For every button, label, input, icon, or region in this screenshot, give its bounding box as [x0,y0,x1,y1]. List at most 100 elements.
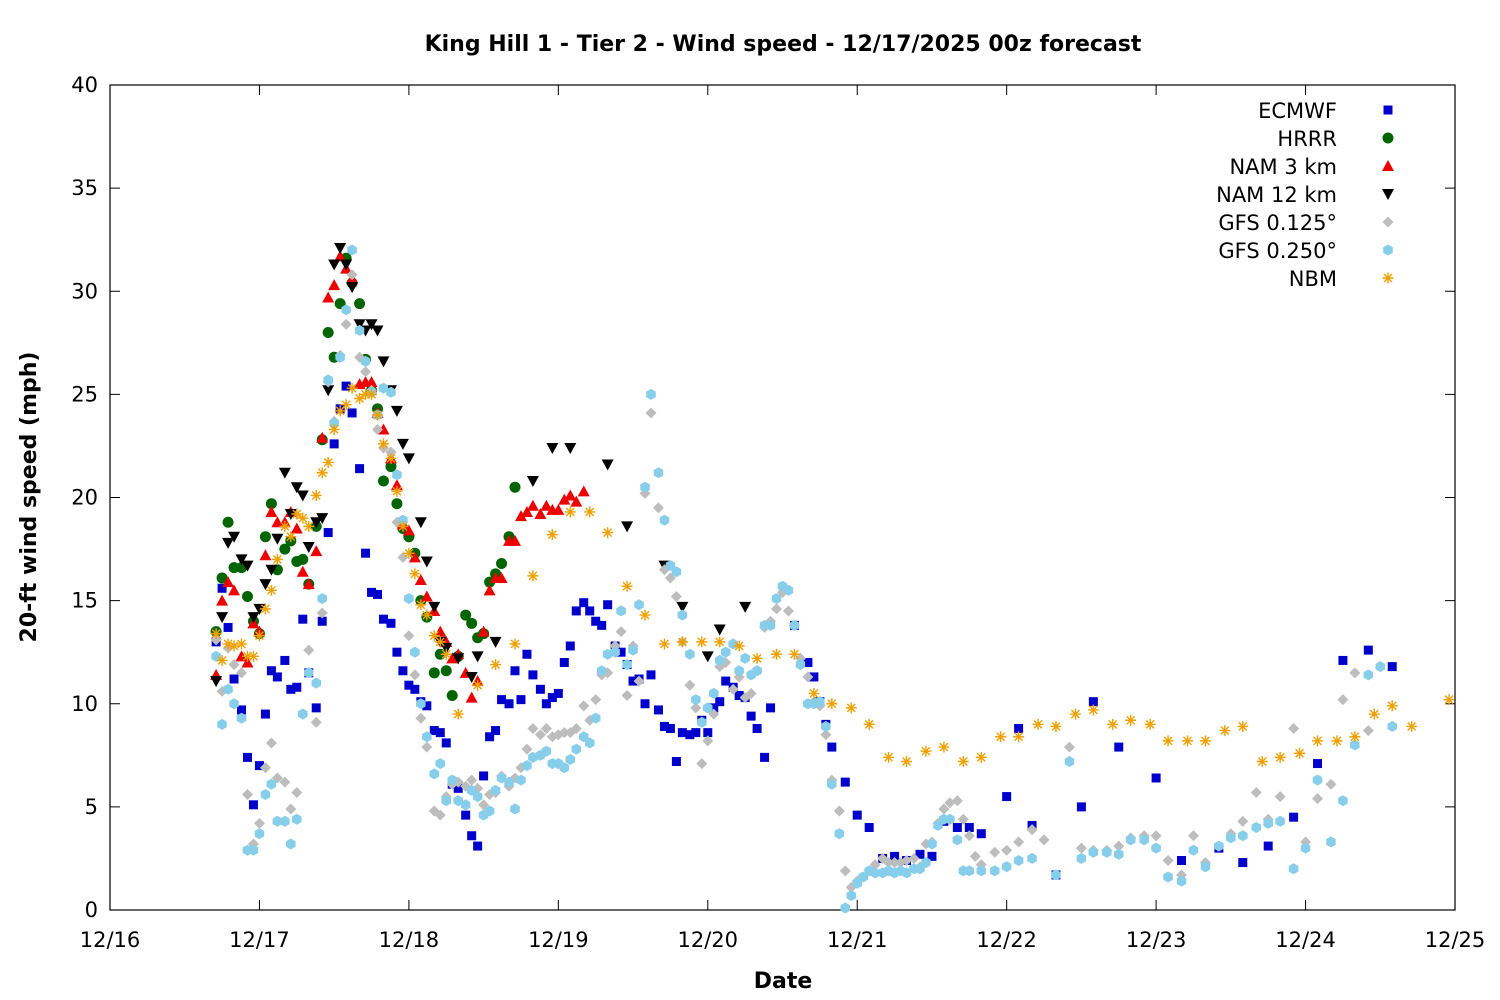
data-point-nam-12-km [353,319,366,331]
y-tick-label: 0 [85,898,98,922]
data-point-nam-3-km [265,505,278,517]
data-point-nbm [377,438,389,450]
data-point-ecmwf [429,726,439,736]
data-point-ecmwf [485,732,495,742]
data-point-nam-3-km [420,590,433,602]
data-point-gfs-0-250 [1013,855,1024,866]
data-point-nam-3-km [534,508,547,519]
data-point-gfs-0-125 [820,729,832,741]
data-point-gfs-0-125 [782,605,794,617]
data-point-ecmwf [404,680,414,690]
data-point-ecmwf [616,647,626,657]
data-point-gfs-0-250 [398,514,408,526]
data-point-ecmwf [373,589,383,599]
data-point-gfs-0-250 [590,712,601,724]
data-point-ecmwf [760,752,770,762]
data-point-gfs-0-250 [254,828,265,840]
data-point-gfs-0-250 [677,609,688,621]
data-point-gfs-0-125 [684,679,696,691]
data-point-gfs-0-125 [745,687,757,699]
data-point-nbm [1331,735,1343,747]
data-point-nam-3-km [216,594,229,606]
data-point-nam-3-km [322,291,335,303]
data-point-gfs-0-250 [989,865,1000,877]
data-point-nbm [397,520,409,532]
data-point-nbm [328,423,340,435]
data-point-ecmwf [528,670,538,680]
data-point-nbm [676,636,688,648]
data-point-gfs-0-125 [397,551,409,563]
data-point-nbm [658,638,670,650]
data-point-gfs-0-125 [633,675,645,687]
data-point-ecmwf [292,682,302,692]
data-point-nbm [1312,735,1324,747]
data-point-gfs-0-125 [540,723,552,734]
data-point-gfs-0-250 [453,795,463,807]
data-point-ecmwf [691,728,701,738]
data-point-ecmwf [653,705,663,715]
data-point-nbm [527,570,539,582]
data-point-gfs-0-250 [335,351,345,363]
data-point-gfs-0-125 [615,626,627,638]
data-point-nam-12-km [420,556,433,568]
data-point-gfs-0-250 [1214,840,1224,852]
data-point-gfs-0-250 [1338,795,1348,807]
data-point-ecmwf [461,810,471,820]
data-point-nam-12-km [296,490,309,502]
data-point-nbm [1237,720,1249,732]
data-point-ecmwf [927,851,937,861]
data-point-nbm [1125,714,1137,726]
data-point-gfs-0-125 [1113,840,1125,852]
data-point-gfs-0-250 [691,694,701,706]
data-point-gfs-0-125 [652,502,664,514]
data-point-gfs-0-250 [484,805,495,817]
data-point-ecmwf [628,676,638,686]
data-point-nam-3-km [483,584,496,596]
data-point-gfs-0-250 [1125,834,1136,846]
data-point-gfs-0-250 [217,718,227,730]
data-point-nam-12-km [235,554,248,566]
data-point-ecmwf [1263,841,1273,851]
data-point-gfs-0-125 [1075,842,1087,854]
data-point-gfs-0-250 [685,648,695,660]
data-point-hrrr [428,667,440,679]
data-point-gfs-0-250 [870,867,880,879]
data-point-hrrr [446,690,458,701]
data-point-nam-3-km [564,489,577,501]
data-point-ecmwf [467,831,477,841]
data-point-gfs-0-250 [927,838,937,850]
data-point-ecmwf [491,726,501,736]
data-point-ecmwf [541,699,551,709]
data-point-ecmwf [355,464,365,474]
data-point-ecmwf [559,658,569,667]
data-point-gfs-0-125 [466,774,478,786]
data-point-ecmwf [976,829,986,839]
data-point-nbm [415,599,427,611]
data-point-nbm [938,741,950,753]
data-point-nam-3-km [334,250,347,262]
data-point-nbm [366,388,378,400]
data-point-ecmwf [272,672,282,682]
data-point-gfs-0-125 [360,366,372,378]
data-point-nam-12-km [210,676,223,688]
data-point-ecmwf [361,548,371,558]
series-nbm [210,382,1455,767]
data-point-gfs-0-125 [310,716,322,728]
data-point-nbm [310,489,322,501]
legend-marker-gfs-0-250 [1383,244,1393,256]
data-point-ecmwf [1088,697,1098,707]
data-point-gfs-0-250 [765,619,776,631]
data-point-ecmwf [752,724,762,733]
data-point-gfs-0-250 [410,646,420,658]
data-point-gfs-0-125 [291,786,303,798]
data-point-nbm [360,388,372,400]
data-point-ecmwf [435,728,445,738]
data-point-gfs-0-125 [1362,725,1374,737]
data-point-nam-12-km [328,259,341,271]
data-point-ecmwf [497,695,507,705]
data-point-nam-12-km [316,513,329,525]
y-tick-label: 40 [71,73,98,97]
data-point-ecmwf [535,684,545,694]
data-point-gfs-0-125 [833,805,845,817]
data-point-gfs-0-250 [416,698,426,710]
